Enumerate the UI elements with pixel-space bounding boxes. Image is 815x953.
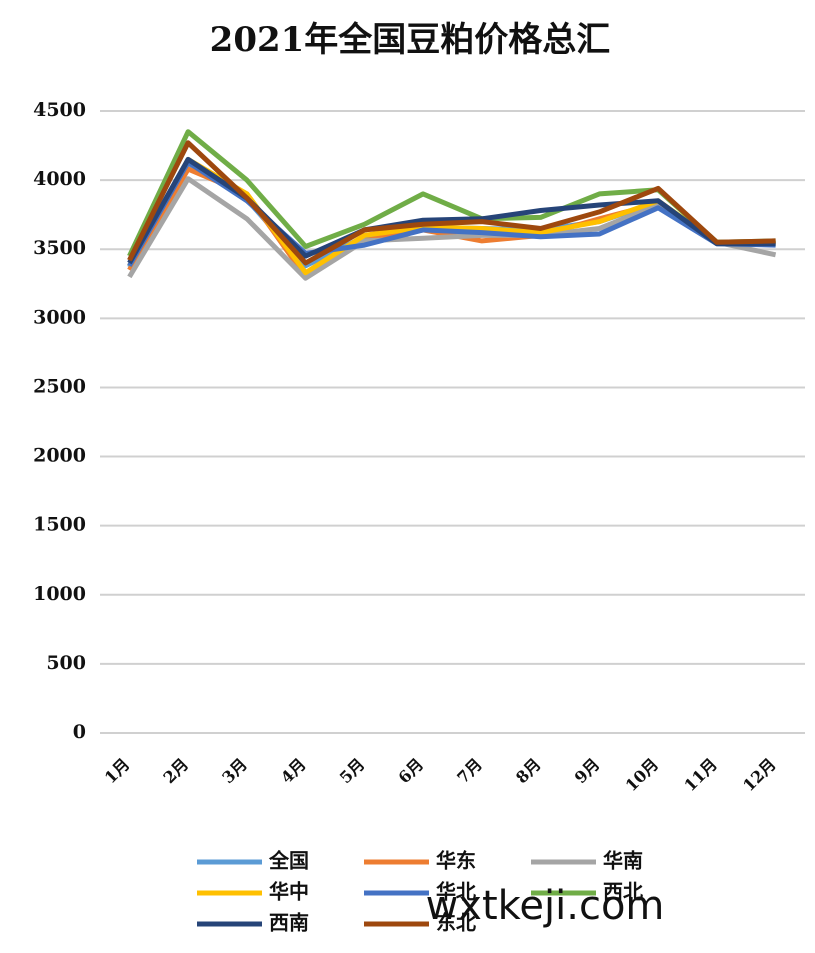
y-tick-label: 0 bbox=[73, 721, 86, 743]
legend-label: 华北 bbox=[436, 880, 476, 904]
x-tick-label: 12月 bbox=[739, 755, 780, 796]
legend-item: 华南 bbox=[531, 849, 643, 873]
x-tick-label: 11月 bbox=[680, 755, 721, 796]
y-tick-label: 4000 bbox=[33, 168, 86, 190]
x-tick-label: 10月 bbox=[622, 755, 663, 796]
legend-label: 华南 bbox=[603, 849, 643, 873]
series-line bbox=[127, 140, 776, 266]
x-tick-label: 3月 bbox=[218, 755, 251, 788]
x-tick-label: 8月 bbox=[512, 755, 545, 788]
y-tick-label: 1000 bbox=[33, 583, 86, 605]
legend-item: 华中 bbox=[197, 880, 309, 904]
y-tick-label: 4500 bbox=[33, 99, 86, 121]
chart-title: 2021年全国豆粕价格总汇 bbox=[210, 20, 611, 60]
legend-item: 西南 bbox=[197, 911, 309, 935]
y-tick-label: 2500 bbox=[33, 375, 86, 397]
watermark: wxtkeji.com bbox=[426, 883, 665, 929]
legend-item: 华东 bbox=[364, 849, 476, 873]
y-tick-label: 3000 bbox=[33, 306, 86, 328]
y-tick-label: 1500 bbox=[33, 514, 86, 536]
legend-label: 全国 bbox=[268, 849, 309, 873]
x-tick-label: 4月 bbox=[277, 755, 310, 788]
legend-label: 西南 bbox=[269, 911, 309, 935]
legend-label: 西北 bbox=[603, 880, 643, 904]
legend-item: 华北 bbox=[364, 880, 476, 904]
legend-item: 东北 bbox=[364, 911, 476, 935]
x-tick-label: 5月 bbox=[336, 755, 369, 788]
y-tick-label: 2000 bbox=[33, 445, 86, 467]
y-tick-label: 500 bbox=[46, 652, 86, 674]
x-tick-label: 7月 bbox=[453, 755, 486, 788]
x-tick-label: 6月 bbox=[395, 755, 428, 788]
x-tick-label: 1月 bbox=[101, 755, 134, 788]
x-tick-label: 9月 bbox=[571, 755, 604, 788]
y-tick-label: 3500 bbox=[33, 237, 86, 259]
x-tick-label: 2月 bbox=[160, 755, 193, 788]
legend-label: 华东 bbox=[436, 849, 476, 873]
legend-item: 全国 bbox=[197, 849, 309, 873]
legend-label: 东北 bbox=[436, 911, 476, 935]
legend-label: 华中 bbox=[269, 880, 309, 904]
legend-item: 西北 bbox=[531, 880, 643, 904]
